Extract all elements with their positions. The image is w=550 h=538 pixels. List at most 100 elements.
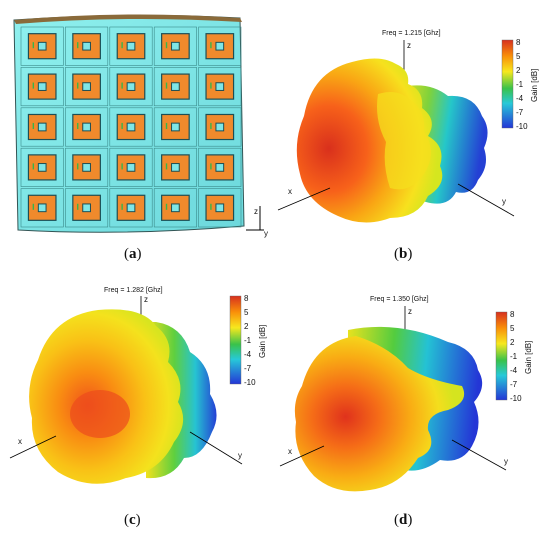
x-axis-line — [279, 445, 325, 467]
patch-slot — [171, 122, 180, 132]
colorbar-title: Gain [dB] — [258, 325, 267, 358]
patch-slot — [126, 82, 136, 91]
patch-slot — [171, 82, 180, 91]
colorbar-tick-label: 5 — [244, 308, 249, 317]
array-cell — [20, 147, 64, 187]
array-cell — [109, 107, 153, 147]
patch-slot — [215, 122, 225, 132]
patch-slot — [82, 82, 91, 91]
array-cell — [109, 67, 153, 107]
colorbar-tick-label: 8 — [510, 310, 515, 319]
array-cell — [20, 107, 64, 147]
array-cell — [153, 188, 197, 228]
axis-label-y: y — [264, 229, 268, 238]
array-cell — [198, 188, 242, 228]
colorbar-gradient — [229, 295, 242, 385]
panel-d-radiation-pattern: Freq = 1.350 [Ghz] z x y 8 5 2 -1 -4 -7 -10 Gai… — [278, 290, 543, 510]
freq-label: Freq = 1.350 [Ghz] — [370, 296, 429, 303]
y-axis-line — [451, 439, 507, 471]
colorbar-tick-label: 5 — [516, 52, 521, 61]
colorbar-tick-label: -7 — [244, 364, 252, 373]
panel-c-radiation-pattern: Freq = 1.282 [Ghz] z x y 8 5 2 -1 -4 -7 -10 Gai… — [6, 282, 276, 508]
colorbar-title: Gain [dB] — [530, 69, 539, 102]
patch-slot — [37, 82, 47, 91]
x-axis-line — [9, 435, 57, 459]
axis-label-z: z — [407, 41, 411, 50]
array-cell — [109, 147, 153, 187]
patch-slot — [215, 82, 225, 91]
patch-slot — [126, 203, 136, 213]
patch-slot — [126, 41, 136, 51]
pattern-main-lobe — [294, 336, 465, 492]
pattern-c: Freq = 1.282 [Ghz] z x y 8 5 2 -1 -4 -7 -10 Gai… — [9, 287, 267, 484]
y-axis-line — [189, 431, 243, 465]
array-cell — [20, 188, 64, 228]
axis-label-x: x — [288, 187, 292, 196]
array-illustration: z y — [13, 14, 268, 238]
array-cell — [198, 147, 242, 187]
freq-label: Freq = 1.215 [Ghz] — [382, 30, 441, 37]
pattern-d: Freq = 1.350 [Ghz] z x y 8 5 2 -1 -4 -7 -10 Gai… — [279, 296, 533, 492]
panel-b-radiation-pattern: Freq = 1.215 [Ghz] z x y 8 5 2 -1 -4 -7 -10 Gai… — [277, 24, 543, 246]
patch-slot — [126, 163, 136, 172]
axis-label-y: y — [502, 197, 506, 206]
patch-slot — [215, 163, 225, 172]
patch-slot — [82, 41, 91, 51]
colorbar-tick-label: -4 — [244, 350, 252, 359]
array-cell — [153, 147, 197, 187]
axis-label-z: z — [408, 307, 412, 316]
gain-colorbar: 8 5 2 -1 -4 -7 -10 Gain [dB] — [229, 294, 267, 387]
gain-colorbar: 8 5 2 -1 -4 -7 -10 Gain [dB] — [495, 310, 533, 403]
patch-slot — [37, 163, 47, 172]
array-cell — [153, 67, 197, 107]
caption-a: (a) — [124, 246, 142, 262]
colorbar-gradient — [495, 311, 508, 401]
colorbar-tick-label: -10 — [510, 394, 522, 403]
colorbar-gradient — [501, 39, 514, 129]
axis-label-x: x — [18, 437, 22, 446]
array-cell — [153, 107, 197, 147]
pattern-b: Freq = 1.215 [Ghz] z x y 8 5 2 -1 -4 -7 -10 Gai… — [277, 30, 539, 223]
freq-label: Freq = 1.282 [Ghz] — [104, 287, 163, 294]
panel-a-array-model: z y — [6, 8, 268, 240]
patch-slot — [37, 203, 47, 213]
patch-slot — [126, 122, 136, 132]
colorbar-tick-label: -7 — [516, 108, 524, 117]
colorbar-tick-label: -1 — [510, 352, 518, 361]
patch-slot — [82, 122, 91, 132]
x-axis-line — [277, 187, 331, 211]
patch-slot — [171, 41, 180, 51]
colorbar-tick-label: -4 — [510, 366, 518, 375]
array-cell — [109, 188, 153, 228]
patch-slot — [37, 122, 47, 132]
axis-label-y: y — [238, 451, 242, 460]
patch-slot — [171, 203, 180, 213]
patch-slot — [215, 203, 225, 213]
pattern-yellow-ridge — [377, 92, 431, 190]
colorbar-tick-label: -10 — [516, 122, 528, 131]
array-cell — [65, 67, 109, 107]
colorbar-tick-label: 2 — [510, 338, 515, 347]
array-cell — [198, 67, 242, 107]
colorbar-title: Gain [dB] — [524, 341, 533, 374]
colorbar-tick-label: 2 — [516, 66, 521, 75]
array-cell — [153, 26, 197, 66]
colorbar-tick-label: 5 — [510, 324, 515, 333]
colorbar-tick-label: -1 — [516, 80, 524, 89]
patch-slot — [82, 163, 91, 172]
substrate-edge — [14, 14, 242, 24]
array-cell — [20, 67, 64, 107]
caption-b: (b) — [394, 246, 413, 262]
pattern-peak — [70, 390, 130, 438]
axis-label-y: y — [504, 457, 508, 466]
axis-label-x: x — [288, 447, 292, 456]
array-cell — [65, 188, 109, 228]
caption-c: (c) — [124, 512, 141, 528]
colorbar-tick-label: -1 — [244, 336, 252, 345]
array-cell — [198, 26, 242, 66]
patch-slot — [171, 163, 180, 172]
y-axis-line — [457, 183, 515, 217]
axis-label-z: z — [254, 207, 258, 216]
array-cell — [65, 107, 109, 147]
colorbar-tick-label: -10 — [244, 378, 256, 387]
